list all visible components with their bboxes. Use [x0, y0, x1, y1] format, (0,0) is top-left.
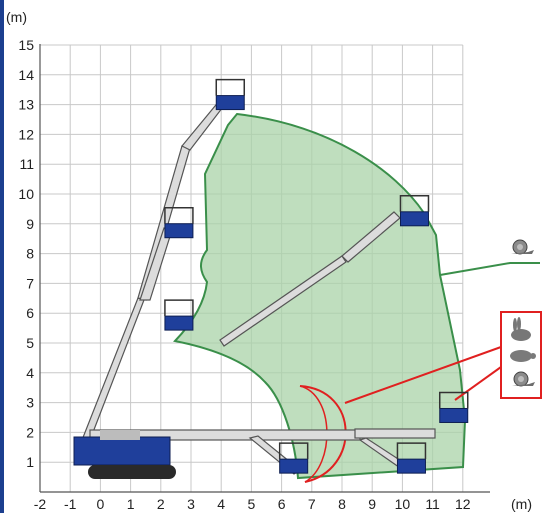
x-tick-label: 8	[338, 496, 346, 512]
x-tick-label: 1	[127, 496, 135, 512]
x-tick-label: 7	[308, 496, 316, 512]
platform-basket	[164, 206, 194, 239]
baskets	[164, 78, 469, 474]
x-tick-label: 3	[187, 496, 195, 512]
platform-basket	[278, 442, 309, 474]
y-axis-unit: (m)	[6, 9, 27, 25]
x-tick-label: 6	[278, 496, 286, 512]
boom-positions	[81, 99, 436, 475]
x-tick-label: 0	[97, 496, 105, 512]
basket-body	[399, 211, 429, 227]
boom-max-height-upper	[137, 145, 191, 301]
turtle-icon	[510, 350, 536, 362]
basket-body	[164, 223, 194, 239]
basket-body	[396, 458, 426, 474]
y-tick-label: 6	[26, 305, 34, 321]
machine-track	[88, 465, 176, 479]
basket-rail	[215, 78, 246, 96]
y-tick-label: 2	[26, 424, 34, 440]
snail-icon	[512, 371, 535, 387]
boom-horizontal-jib	[354, 428, 436, 439]
boom-diagonal	[219, 255, 347, 347]
basket-body	[215, 95, 245, 111]
platform-basket	[399, 195, 430, 227]
snail-icon	[511, 239, 534, 255]
x-tick-label: 12	[455, 496, 471, 512]
basket-body	[164, 315, 194, 331]
boom-max-height	[81, 297, 145, 441]
rabbit-icon	[511, 317, 531, 341]
basket-rail	[399, 195, 430, 212]
speed-legend-box	[500, 311, 542, 399]
red-leader-line-b	[454, 366, 502, 401]
x-tick-label: 4	[217, 496, 225, 512]
y-tick-label: 11	[19, 156, 34, 172]
basket-rail	[438, 391, 469, 409]
working-envelope	[173, 112, 467, 480]
basket-rail	[164, 206, 194, 224]
red-leader-line-a	[344, 346, 502, 404]
y-tick-label: 4	[26, 365, 34, 381]
y-tick-label: 9	[26, 216, 34, 232]
basket-rail	[164, 299, 194, 317]
platform-basket	[396, 442, 427, 474]
machine-base	[73, 430, 176, 479]
left-border	[0, 0, 4, 513]
green-leader-line	[439, 262, 540, 276]
x-axis-unit: (m)	[511, 496, 532, 512]
x-tick-label: 11	[425, 496, 440, 512]
y-tick-label: 3	[26, 395, 34, 411]
basket-body	[279, 458, 309, 474]
basket-rail	[278, 442, 309, 460]
x-tick-labels: -2 -1 0 1 2 3 4 5 6 7 8 9 10 11 12	[34, 496, 471, 512]
x-tick-label: 10	[395, 496, 411, 512]
platform-basket	[215, 78, 246, 111]
machine-cab	[100, 430, 140, 440]
basket-body	[439, 407, 469, 423]
machine-body	[73, 436, 171, 466]
x-tick-label: 5	[248, 496, 256, 512]
y-tick-label: 12	[18, 126, 34, 142]
y-tick-label: 13	[18, 97, 34, 113]
x-tick-label: 2	[157, 496, 165, 512]
y-tick-label: 1	[26, 454, 34, 470]
y-tick-label: 10	[18, 186, 34, 202]
y-tick-label: 7	[26, 275, 34, 291]
y-tick-label: 8	[26, 246, 34, 262]
x-tick-label: -2	[34, 496, 47, 512]
platform-basket	[164, 299, 194, 331]
y-tick-label: 5	[26, 335, 34, 351]
x-tick-label: -1	[64, 496, 77, 512]
platform-basket	[438, 391, 469, 423]
basket-rail	[396, 442, 427, 460]
x-tick-label: 9	[368, 496, 376, 512]
y-tick-label: 14	[18, 67, 34, 83]
y-tick-label: 15	[18, 37, 34, 53]
